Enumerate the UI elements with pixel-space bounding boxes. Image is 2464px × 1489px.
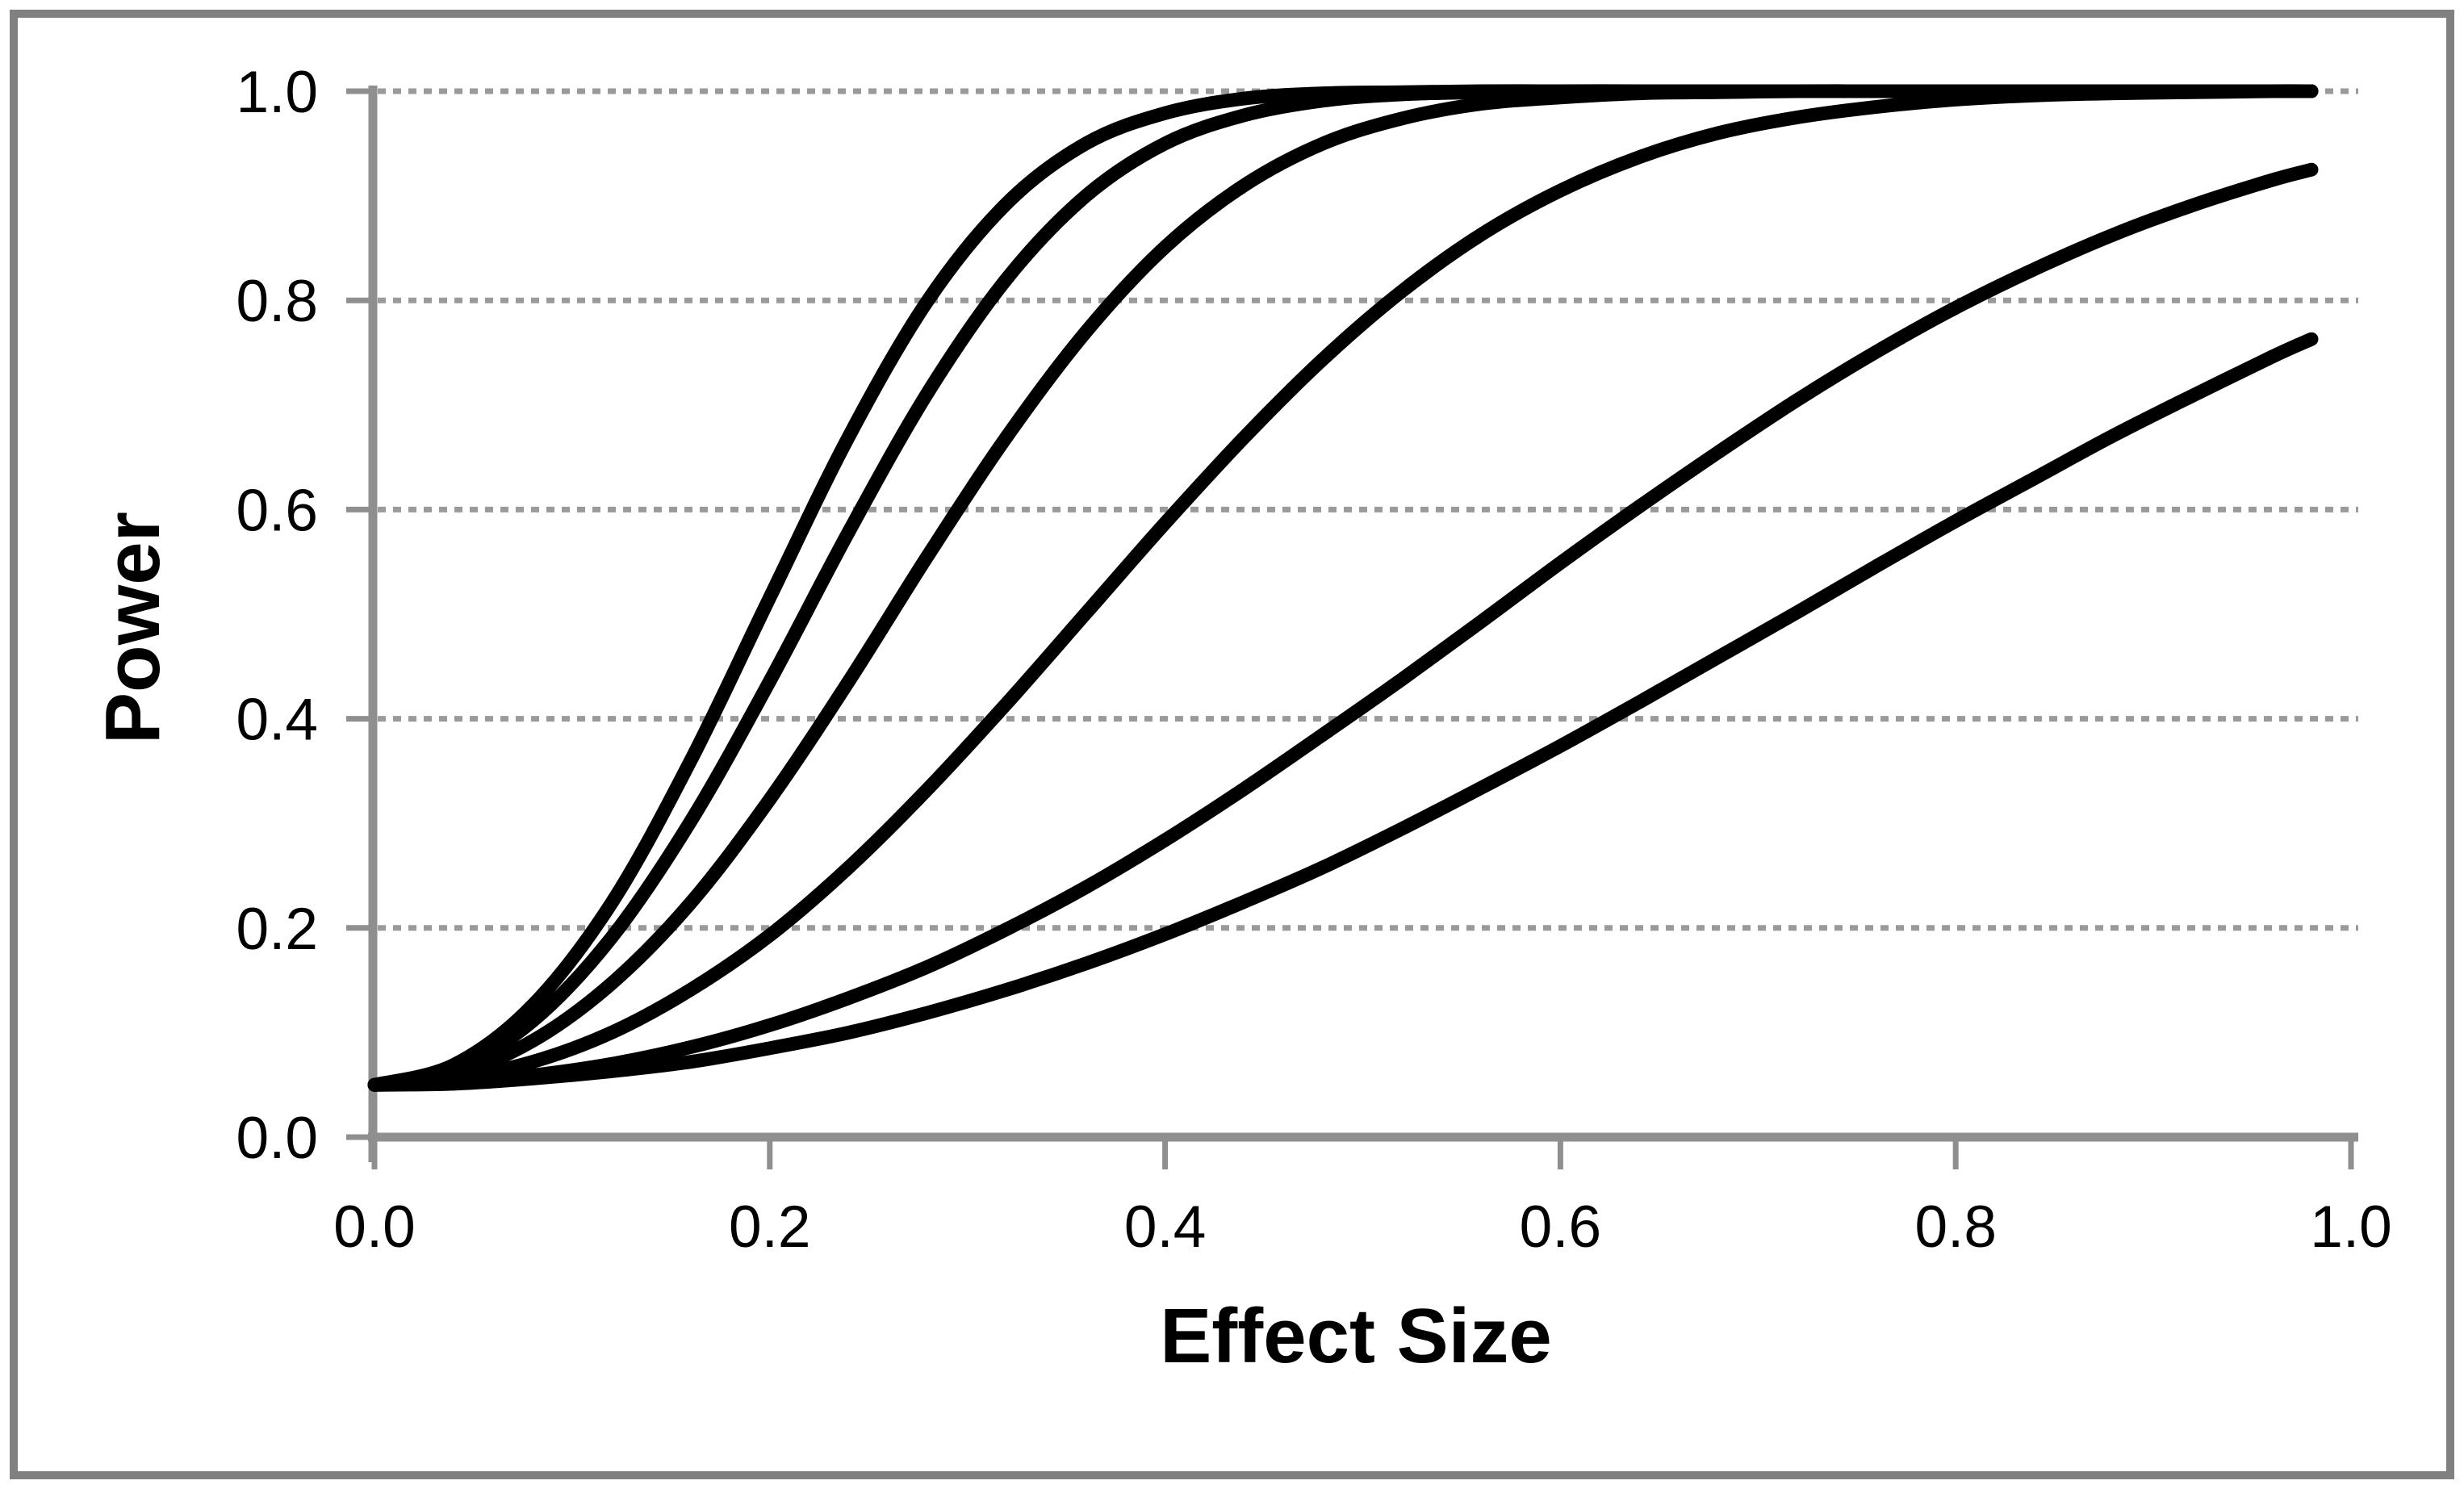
figure-border xyxy=(10,10,2454,1479)
x-axis-title: Effect Size xyxy=(1160,1293,1551,1379)
axes-layer xyxy=(368,86,2358,1162)
y-tick-label: 0.8 xyxy=(236,269,318,334)
power-curve xyxy=(367,162,2319,1092)
x-tick-label: 0.4 xyxy=(1124,1194,1206,1260)
y-tick-label: 0.6 xyxy=(236,478,318,543)
x-tick-label: 0.0 xyxy=(333,1194,415,1260)
x-tick-label: 0.8 xyxy=(1914,1194,1996,1260)
x-tick-label: 0.6 xyxy=(1520,1194,1601,1260)
power-curve xyxy=(367,332,2319,1092)
power-curve xyxy=(367,84,2319,1092)
y-tick-label: 0.0 xyxy=(236,1106,318,1171)
tick-labels-layer: 0.0 0.2 0.4 0.6 0.8 1.0 0.0 0.2 0.4 0.6 0.8 1.0 xyxy=(236,60,2392,1260)
x-tick-label: 1.0 xyxy=(2310,1194,2391,1260)
y-tick-label: 1.0 xyxy=(236,60,318,125)
y-tick-label: 0.4 xyxy=(236,688,318,753)
curves-layer xyxy=(367,84,2319,1092)
y-axis-title: Power xyxy=(90,512,176,744)
y-tick-label: 0.2 xyxy=(236,897,318,962)
power-curve xyxy=(367,84,2319,1092)
x-tick-label: 0.2 xyxy=(729,1194,810,1260)
tick-marks-layer xyxy=(346,88,2354,1169)
